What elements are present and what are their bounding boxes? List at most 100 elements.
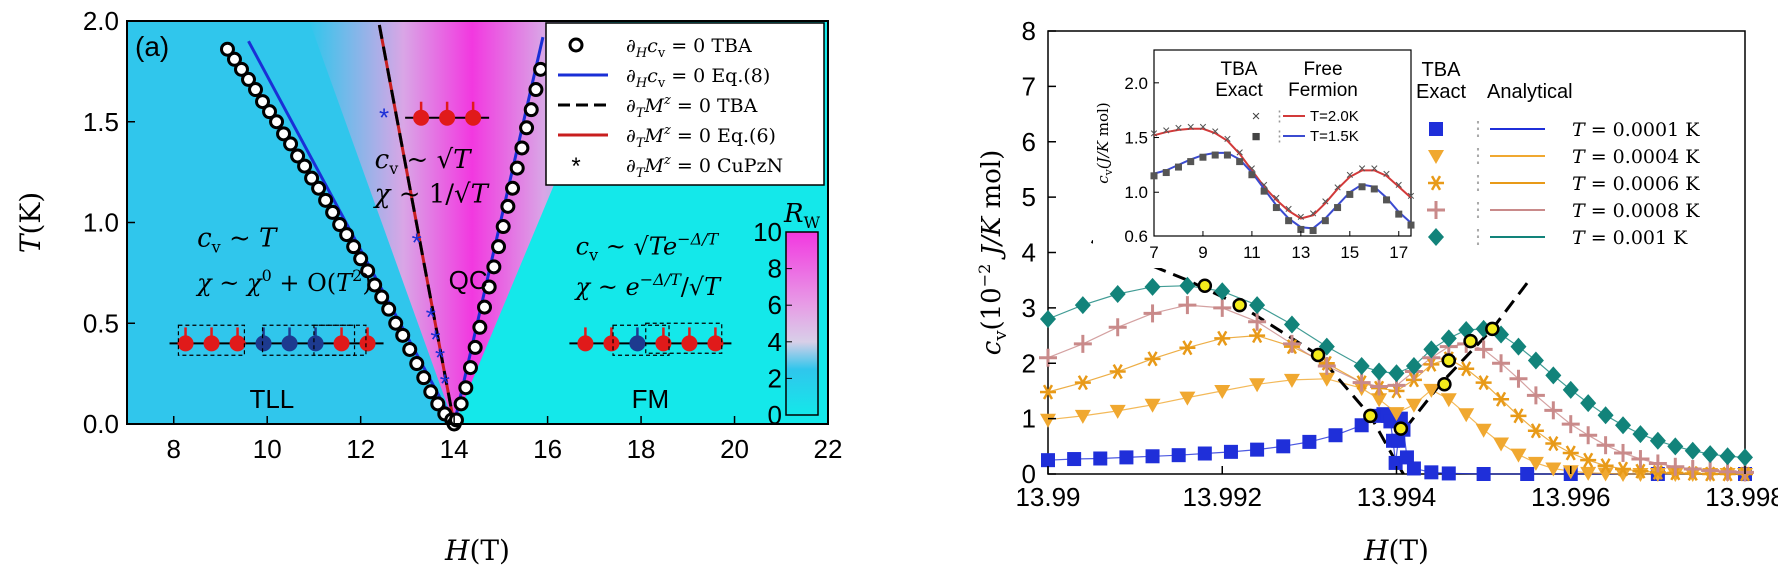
legend-label: T = 0.0001 K [1572, 119, 1700, 141]
tba-circle-marker [388, 315, 404, 331]
legend-dots: ⋮ [1468, 118, 1488, 140]
inset-cross-marker: × [1407, 188, 1415, 204]
diamond-marker [1597, 406, 1614, 425]
tba-circle-marker [360, 263, 376, 279]
maxima-markers [1197, 278, 1500, 436]
legend-label: T = 0.0004 K [1572, 146, 1700, 168]
yellow-circle-marker [1437, 377, 1452, 392]
diamond-marker [1109, 285, 1126, 304]
cupzn-star-marker: * [426, 302, 436, 332]
tll-chi-annotation: χ ~ χ0 + O(T2) [195, 266, 372, 297]
dashed-box [313, 324, 367, 356]
tll-label: TLL [249, 384, 294, 414]
inset-legend-dots: ⋮ [1272, 108, 1287, 125]
diamond-marker [1040, 309, 1056, 328]
inset-square-marker [1395, 210, 1403, 218]
inset-x-tick-label: 11 [1243, 243, 1261, 262]
x-tick-label: 13.994 [1357, 482, 1437, 512]
tba-circle-marker [402, 341, 418, 357]
legend-label: ∂Hcv = 0 TBA [626, 35, 752, 61]
diamond-marker [1545, 366, 1562, 385]
legend-dots: ⋮ [1468, 145, 1488, 167]
square-marker [1399, 450, 1414, 465]
square-marker [1041, 453, 1055, 468]
fm-cv-annotation: cv ~ √Te−Δ/T [576, 230, 720, 265]
asterisk-marker [1617, 461, 1629, 477]
inset-x-tick-label: 7 [1149, 243, 1158, 262]
cupzn-star-marker: * [440, 369, 450, 399]
qc-chi-annotation: χ ~ 1/√T [373, 179, 490, 209]
inset-square-marker [1334, 204, 1342, 212]
diamond-marker [1249, 296, 1266, 315]
triangle-marker [1458, 408, 1475, 423]
inset-square-marker [1383, 196, 1391, 204]
square-marker [1354, 418, 1369, 433]
triangle-marker [1179, 391, 1196, 406]
x-axis-label: H(T) [444, 534, 510, 566]
inset-square-marker [1150, 172, 1158, 180]
y-tick-label: 1.0 [83, 208, 119, 238]
inset-cross-marker: × [1236, 144, 1244, 160]
x-tick-label: 18 [627, 434, 656, 464]
tll-cv-annotation: cv ~ T [197, 224, 278, 257]
x-tick-label: 13.99 [1015, 482, 1080, 512]
asterisk-marker [1147, 351, 1158, 367]
spin-ball [177, 335, 194, 352]
tba-circle-marker [416, 370, 432, 386]
inset-x-tick-label: 9 [1198, 243, 1207, 262]
y-tick-label: 4 [1022, 238, 1036, 268]
tba-circle-marker [276, 126, 292, 142]
inset-cross-marker: × [1211, 123, 1219, 139]
tba-circle-marker [491, 239, 507, 255]
diamond-marker [1388, 364, 1405, 383]
triangle-marker [1428, 150, 1444, 164]
cupzn-star-marker: * [379, 103, 389, 133]
tba-circle-marker [311, 180, 327, 196]
qc-label: QC [449, 265, 488, 295]
inset-square-marker [1346, 190, 1354, 198]
square-marker [1197, 446, 1212, 461]
cupzn-star-marker: * [430, 324, 440, 354]
y-tick-label: 3 [1022, 293, 1036, 323]
triangle-marker [1371, 393, 1388, 408]
inset-header-fermion: Fermion [1288, 80, 1358, 101]
asterisk-marker [1548, 435, 1559, 452]
inset-cross-marker: × [1382, 166, 1390, 182]
spin-ball [707, 335, 724, 352]
inset-cross-marker: × [1223, 131, 1231, 147]
inset-legend-label: T=1.5K [1310, 128, 1359, 145]
fm-label: FM [632, 384, 670, 414]
square-marker [1520, 467, 1535, 481]
diamond-marker [1283, 315, 1300, 334]
colorbar-tick-label: 2 [768, 363, 782, 393]
phase-boundary-right [1404, 282, 1529, 430]
fm-spin-chain-icon [569, 327, 732, 352]
diamond-marker [1649, 431, 1666, 450]
spin-ball [603, 335, 620, 352]
inset-cross-marker: × [1199, 119, 1207, 135]
spin-ball [229, 335, 246, 352]
diamond-marker [1214, 282, 1231, 301]
yellow-circle-marker [1441, 353, 1457, 368]
diamond-marker [1440, 329, 1457, 348]
tba-circle-marker [481, 279, 497, 295]
y-tick-label: 5 [1022, 182, 1036, 212]
tba-circle-marker [467, 339, 483, 355]
legend-entry: ⋮ T = 0.001 K [1428, 226, 1688, 249]
triangle-marker [1109, 404, 1126, 419]
diamond-marker [1428, 228, 1444, 246]
x-tick-label: 10 [253, 434, 282, 464]
spin-ball [439, 109, 456, 126]
tba-circle-marker [304, 170, 320, 186]
legend-dots: ⋮ [1468, 226, 1488, 248]
y-tick-label: 7 [1022, 71, 1036, 101]
y-axis-label: T(K) [14, 192, 47, 253]
inset-square-marker [1211, 151, 1219, 159]
inset-legend-label: T=2.0K [1310, 108, 1359, 125]
triangle-marker [1423, 383, 1440, 398]
legend-entry: ⋮ T = 0.0001 K [1429, 118, 1700, 141]
triangle-marker [1040, 413, 1056, 428]
